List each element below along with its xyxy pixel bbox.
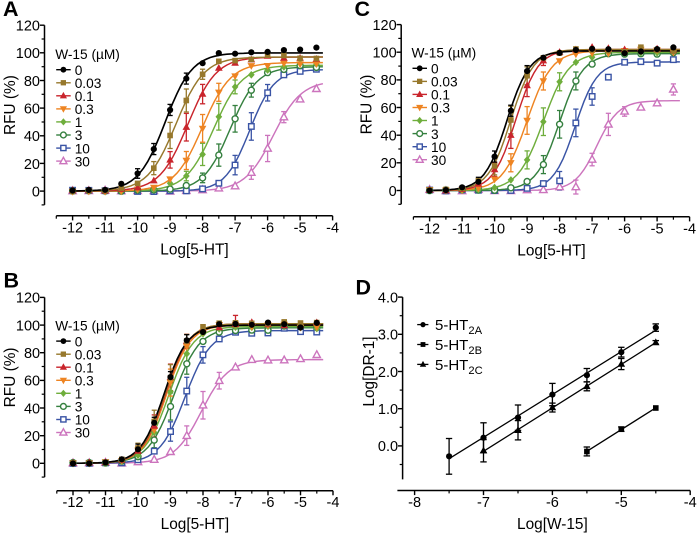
svg-text:3: 3 xyxy=(431,127,439,142)
svg-text:Log[5-HT]: Log[5-HT] xyxy=(517,242,585,259)
svg-text:0: 0 xyxy=(389,184,397,200)
svg-text:B: B xyxy=(4,269,20,293)
svg-text:-7: -7 xyxy=(477,495,490,511)
svg-text:30: 30 xyxy=(75,426,91,441)
svg-text:0.0: 0.0 xyxy=(378,439,398,455)
svg-text:1: 1 xyxy=(75,387,83,402)
svg-text:3: 3 xyxy=(75,400,83,415)
svg-text:1: 1 xyxy=(75,115,83,130)
svg-text:30: 30 xyxy=(75,154,91,169)
svg-text:RFU (%): RFU (%) xyxy=(2,347,19,407)
svg-text:0.1: 0.1 xyxy=(75,89,94,104)
svg-text:Log[5-HT]: Log[5-HT] xyxy=(160,241,228,258)
svg-text:-9: -9 xyxy=(164,220,177,236)
svg-text:120: 120 xyxy=(16,291,40,307)
svg-text:-6: -6 xyxy=(261,220,274,236)
svg-text:1: 1 xyxy=(431,114,439,129)
svg-text:-4: -4 xyxy=(327,495,340,511)
svg-text:10: 10 xyxy=(75,141,91,156)
svg-text:-8: -8 xyxy=(553,221,566,237)
svg-text:80: 80 xyxy=(24,74,40,90)
svg-text:-6: -6 xyxy=(546,495,559,511)
svg-text:0: 0 xyxy=(32,457,40,473)
svg-text:-8: -8 xyxy=(408,495,421,511)
svg-text:-6: -6 xyxy=(262,495,275,511)
svg-text:3.0: 3.0 xyxy=(378,328,398,344)
svg-text:-4: -4 xyxy=(326,220,339,236)
svg-text:0.03: 0.03 xyxy=(75,76,102,91)
svg-text:RFU (%): RFU (%) xyxy=(2,75,19,135)
svg-text:-4: -4 xyxy=(683,221,696,237)
svg-text:-8: -8 xyxy=(196,220,209,236)
svg-text:0.03: 0.03 xyxy=(75,347,102,362)
svg-text:Log[W-15]: Log[W-15] xyxy=(517,516,588,533)
svg-text:0: 0 xyxy=(75,334,83,349)
svg-text:60: 60 xyxy=(24,374,40,390)
svg-text:-8: -8 xyxy=(197,495,210,511)
svg-text:120: 120 xyxy=(16,19,40,35)
svg-text:0.03: 0.03 xyxy=(431,75,458,90)
svg-text:-12: -12 xyxy=(63,495,84,511)
svg-text:2.0: 2.0 xyxy=(378,365,398,381)
svg-text:-12: -12 xyxy=(419,221,440,237)
svg-text:-5: -5 xyxy=(294,220,307,236)
svg-text:120: 120 xyxy=(372,18,396,34)
svg-text:60: 60 xyxy=(381,101,397,117)
svg-text:D: D xyxy=(356,275,372,299)
svg-text:-4: -4 xyxy=(684,495,697,511)
svg-text:W-15 (µM): W-15 (µM) xyxy=(55,318,120,333)
svg-text:100: 100 xyxy=(16,318,40,334)
svg-text:1.0: 1.0 xyxy=(378,402,398,418)
svg-text:40: 40 xyxy=(381,129,397,145)
svg-text:20: 20 xyxy=(24,429,40,445)
svg-text:0.1: 0.1 xyxy=(431,88,450,103)
svg-text:0.1: 0.1 xyxy=(75,360,94,375)
svg-text:0: 0 xyxy=(75,63,83,78)
svg-text:-5: -5 xyxy=(651,221,664,237)
svg-text:RFU (%): RFU (%) xyxy=(359,75,376,135)
svg-text:-6: -6 xyxy=(618,221,631,237)
svg-text:0.3: 0.3 xyxy=(75,374,94,389)
svg-text:-10: -10 xyxy=(128,495,149,511)
svg-text:80: 80 xyxy=(381,73,397,89)
svg-text:0: 0 xyxy=(32,184,40,200)
svg-text:-12: -12 xyxy=(62,220,83,236)
svg-text:Log[DR-1]: Log[DR-1] xyxy=(361,336,378,406)
svg-text:100: 100 xyxy=(372,46,396,62)
svg-text:10: 10 xyxy=(75,413,91,428)
svg-text:80: 80 xyxy=(24,346,40,362)
svg-text:-7: -7 xyxy=(229,220,242,236)
svg-text:3: 3 xyxy=(75,128,83,143)
svg-text:40: 40 xyxy=(24,401,40,417)
svg-text:60: 60 xyxy=(24,101,40,117)
svg-text:30: 30 xyxy=(431,153,447,168)
svg-text:-7: -7 xyxy=(229,495,242,511)
svg-text:C: C xyxy=(355,0,371,21)
svg-text:10: 10 xyxy=(431,140,447,155)
svg-text:W-15 (µM): W-15 (µM) xyxy=(55,47,120,62)
svg-text:-5: -5 xyxy=(294,495,307,511)
svg-text:-9: -9 xyxy=(521,221,534,237)
svg-text:-11: -11 xyxy=(95,220,115,236)
svg-text:Log[5-HT]: Log[5-HT] xyxy=(161,516,229,533)
svg-text:-11: -11 xyxy=(96,495,116,511)
svg-text:A: A xyxy=(3,0,19,21)
svg-text:-10: -10 xyxy=(484,221,505,237)
svg-text:W-15 (µM): W-15 (µM) xyxy=(412,46,477,61)
svg-text:-7: -7 xyxy=(586,221,599,237)
svg-text:-9: -9 xyxy=(164,495,177,511)
svg-text:20: 20 xyxy=(381,156,397,172)
svg-text:-10: -10 xyxy=(127,220,148,236)
svg-text:100: 100 xyxy=(16,46,40,62)
svg-text:0.3: 0.3 xyxy=(431,101,450,116)
svg-text:40: 40 xyxy=(24,129,40,145)
svg-text:4.0: 4.0 xyxy=(378,290,398,306)
svg-text:-11: -11 xyxy=(452,221,472,237)
svg-text:0.3: 0.3 xyxy=(75,102,94,117)
svg-text:20: 20 xyxy=(24,157,40,173)
svg-text:-5: -5 xyxy=(615,495,628,511)
svg-text:0: 0 xyxy=(431,62,439,77)
